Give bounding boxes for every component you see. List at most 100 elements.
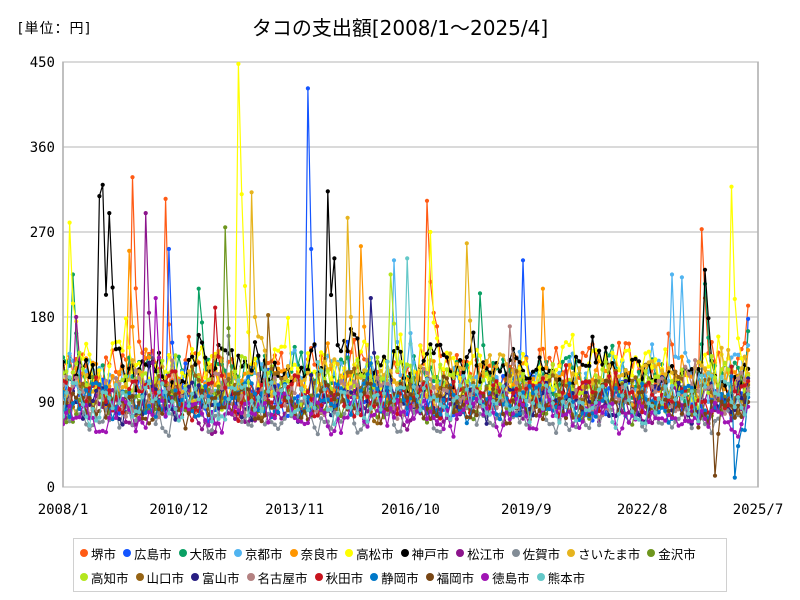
data-point (630, 409, 635, 414)
data-point (484, 406, 489, 411)
data-point (693, 412, 698, 417)
data-point (547, 422, 552, 427)
data-point (123, 419, 128, 425)
data-point (282, 376, 287, 381)
data-point (365, 391, 370, 396)
data-point (640, 410, 645, 415)
data-point (276, 361, 281, 366)
data-point (497, 433, 502, 438)
legend: 堺市 広島市 大阪市 京都市 奈良市 高松市 神戸市 松江市 佐賀市 さいたま市 金沢市 高知市 山口市… (73, 538, 727, 592)
data-point (289, 366, 294, 371)
data-point (722, 403, 728, 408)
data-point (411, 360, 416, 365)
data-point (603, 396, 608, 401)
legend-item: 富山市 (191, 565, 240, 589)
data-point (67, 387, 72, 392)
data-point (444, 388, 449, 393)
data-point (239, 415, 244, 420)
data-point (216, 372, 221, 377)
data-point (471, 330, 476, 335)
data-point (203, 355, 208, 360)
data-point (199, 388, 205, 393)
data-point (468, 415, 473, 420)
data-point (577, 417, 582, 422)
data-point (312, 362, 317, 367)
data-point (335, 411, 340, 417)
data-point (567, 359, 572, 364)
data-point (716, 392, 721, 397)
data-point (616, 386, 622, 391)
data-point (196, 360, 201, 365)
data-point (375, 408, 380, 413)
data-point (365, 372, 370, 377)
data-point (94, 429, 99, 434)
data-point (689, 367, 694, 372)
data-point (676, 375, 681, 380)
data-point (550, 387, 555, 392)
data-point (190, 403, 195, 408)
data-point (252, 314, 258, 320)
data-point (170, 358, 175, 363)
data-point (702, 408, 708, 413)
legend-label: 名古屋市 (257, 570, 308, 586)
data-point (249, 411, 254, 416)
data-point (199, 427, 205, 432)
data-point (133, 379, 138, 384)
data-point (573, 354, 579, 359)
data-point (719, 367, 724, 372)
data-point (580, 362, 585, 367)
data-point (580, 380, 585, 385)
data-point (696, 389, 701, 394)
data-point (520, 372, 526, 377)
data-point (246, 422, 251, 427)
data-point (616, 431, 622, 436)
data-point (262, 422, 267, 427)
data-point (607, 364, 612, 369)
data-point (484, 360, 489, 365)
data-point (507, 407, 512, 413)
data-point (299, 365, 304, 370)
data-point (746, 303, 751, 308)
data-point (74, 381, 79, 386)
data-point (613, 354, 618, 360)
data-point (335, 392, 340, 397)
data-point (696, 419, 701, 424)
data-point (219, 414, 224, 419)
data-point (583, 423, 589, 428)
data-point (746, 316, 751, 321)
data-point (319, 350, 324, 355)
legend-item: 高知市 (80, 565, 129, 589)
data-point (431, 385, 436, 391)
data-point (497, 352, 502, 357)
data-point (557, 405, 562, 410)
data-point (137, 361, 142, 366)
data-point (408, 382, 413, 387)
data-point (368, 374, 373, 379)
data-point (372, 394, 377, 399)
data-point (180, 415, 185, 420)
legend-label: 徳島市 (492, 570, 530, 586)
data-point (266, 400, 271, 405)
data-point (494, 412, 499, 417)
data-point (256, 390, 261, 395)
legend-marker (511, 549, 520, 557)
data-point (348, 370, 353, 375)
legend-item: 秋田市 (314, 565, 363, 589)
data-point (74, 361, 79, 366)
data-point (530, 376, 536, 381)
data-point (653, 378, 658, 383)
data-point (332, 357, 337, 362)
data-point (593, 392, 598, 397)
data-point (272, 372, 277, 377)
data-point (203, 393, 208, 398)
data-point (385, 385, 390, 390)
data-point (289, 412, 294, 417)
data-point (130, 414, 135, 419)
data-point (600, 398, 605, 403)
data-point (669, 425, 675, 430)
data-point (696, 366, 701, 372)
data-point (309, 246, 314, 252)
data-point (431, 320, 436, 325)
data-point (557, 370, 562, 375)
data-point (74, 375, 79, 380)
